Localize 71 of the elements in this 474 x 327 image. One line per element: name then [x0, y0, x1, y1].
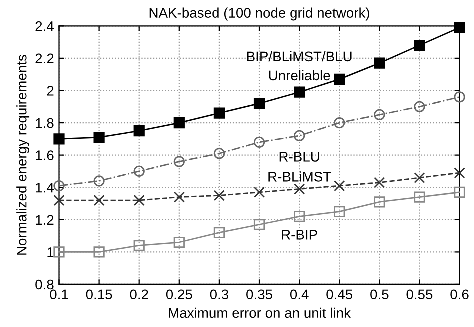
- y-tick-label: 1.6: [36, 150, 54, 160]
- y-tick-label: 1: [48, 248, 54, 258]
- point: [414, 101, 426, 112]
- point: [414, 40, 426, 52]
- point: [54, 134, 65, 145]
- x-tick-label: 0.3: [210, 290, 229, 300]
- x-tick-label: 0.45: [326, 290, 353, 300]
- y-tick-label: 1.2: [36, 215, 54, 225]
- point: [214, 190, 226, 202]
- point: [254, 219, 266, 230]
- point: [94, 246, 105, 258]
- point: [414, 192, 426, 203]
- point: [214, 108, 226, 119]
- point: [454, 92, 466, 103]
- point: [294, 184, 306, 195]
- x-tick-label: 0.5: [370, 290, 389, 300]
- point: [374, 196, 386, 208]
- y-tick-label: 2.4: [36, 21, 54, 32]
- x-tick-label: 0.55: [406, 290, 433, 300]
- point: [134, 240, 145, 252]
- point: [174, 192, 185, 203]
- series-label: R-BIP: [282, 230, 318, 240]
- point: [214, 227, 226, 238]
- y-tick-label: 2.2: [36, 54, 54, 64]
- point: [254, 136, 266, 148]
- x-tick-label: 0.1: [50, 290, 68, 300]
- x-tick-label: 0.4: [290, 290, 309, 300]
- y-axis-title: Normalized energy requirements: [16, 55, 30, 255]
- point: [294, 211, 306, 222]
- series-label: R-BLU: [280, 152, 320, 162]
- y-tick-label: 1.8: [36, 118, 54, 128]
- point: [94, 194, 105, 206]
- point: [334, 117, 346, 129]
- point: [134, 166, 145, 178]
- point: [294, 86, 306, 98]
- x-tick-label: 0.6: [450, 290, 469, 300]
- point: [254, 186, 266, 198]
- x-tick-label: 0.2: [130, 290, 148, 300]
- x-axis-title: Maximum error on an unit link: [169, 308, 352, 318]
- point: [94, 132, 105, 144]
- point: [174, 117, 185, 129]
- point: [374, 58, 386, 69]
- point: [334, 74, 346, 85]
- point: [134, 126, 145, 137]
- x-tick-label: 0.15: [86, 290, 112, 300]
- point: [54, 180, 65, 192]
- point: [134, 194, 145, 206]
- chart-title: NAK-based (100 node grid network): [150, 8, 370, 21]
- point: [454, 168, 466, 179]
- point: [334, 180, 346, 192]
- series-label: BIP/BLiMST/BLU Unreliable: [247, 51, 352, 81]
- point: [374, 177, 386, 188]
- point: [174, 236, 185, 248]
- series-label: R-BLiMST: [268, 172, 332, 182]
- point: [334, 206, 346, 218]
- point: [54, 246, 65, 258]
- point: [214, 148, 226, 160]
- point: [94, 176, 105, 187]
- y-tick-label: 1.4: [36, 183, 54, 193]
- point: [54, 194, 65, 206]
- point: [454, 186, 466, 198]
- point: [414, 172, 426, 184]
- point: [374, 109, 386, 121]
- point: [454, 22, 466, 34]
- point: [254, 98, 266, 110]
- y-tick-label: 2: [47, 86, 54, 96]
- y-tick-label: 0.8: [36, 280, 54, 290]
- x-tick-label: 0.35: [246, 290, 272, 300]
- point: [294, 130, 306, 142]
- x-tick-label: 0.25: [166, 290, 192, 300]
- point: [174, 156, 185, 168]
